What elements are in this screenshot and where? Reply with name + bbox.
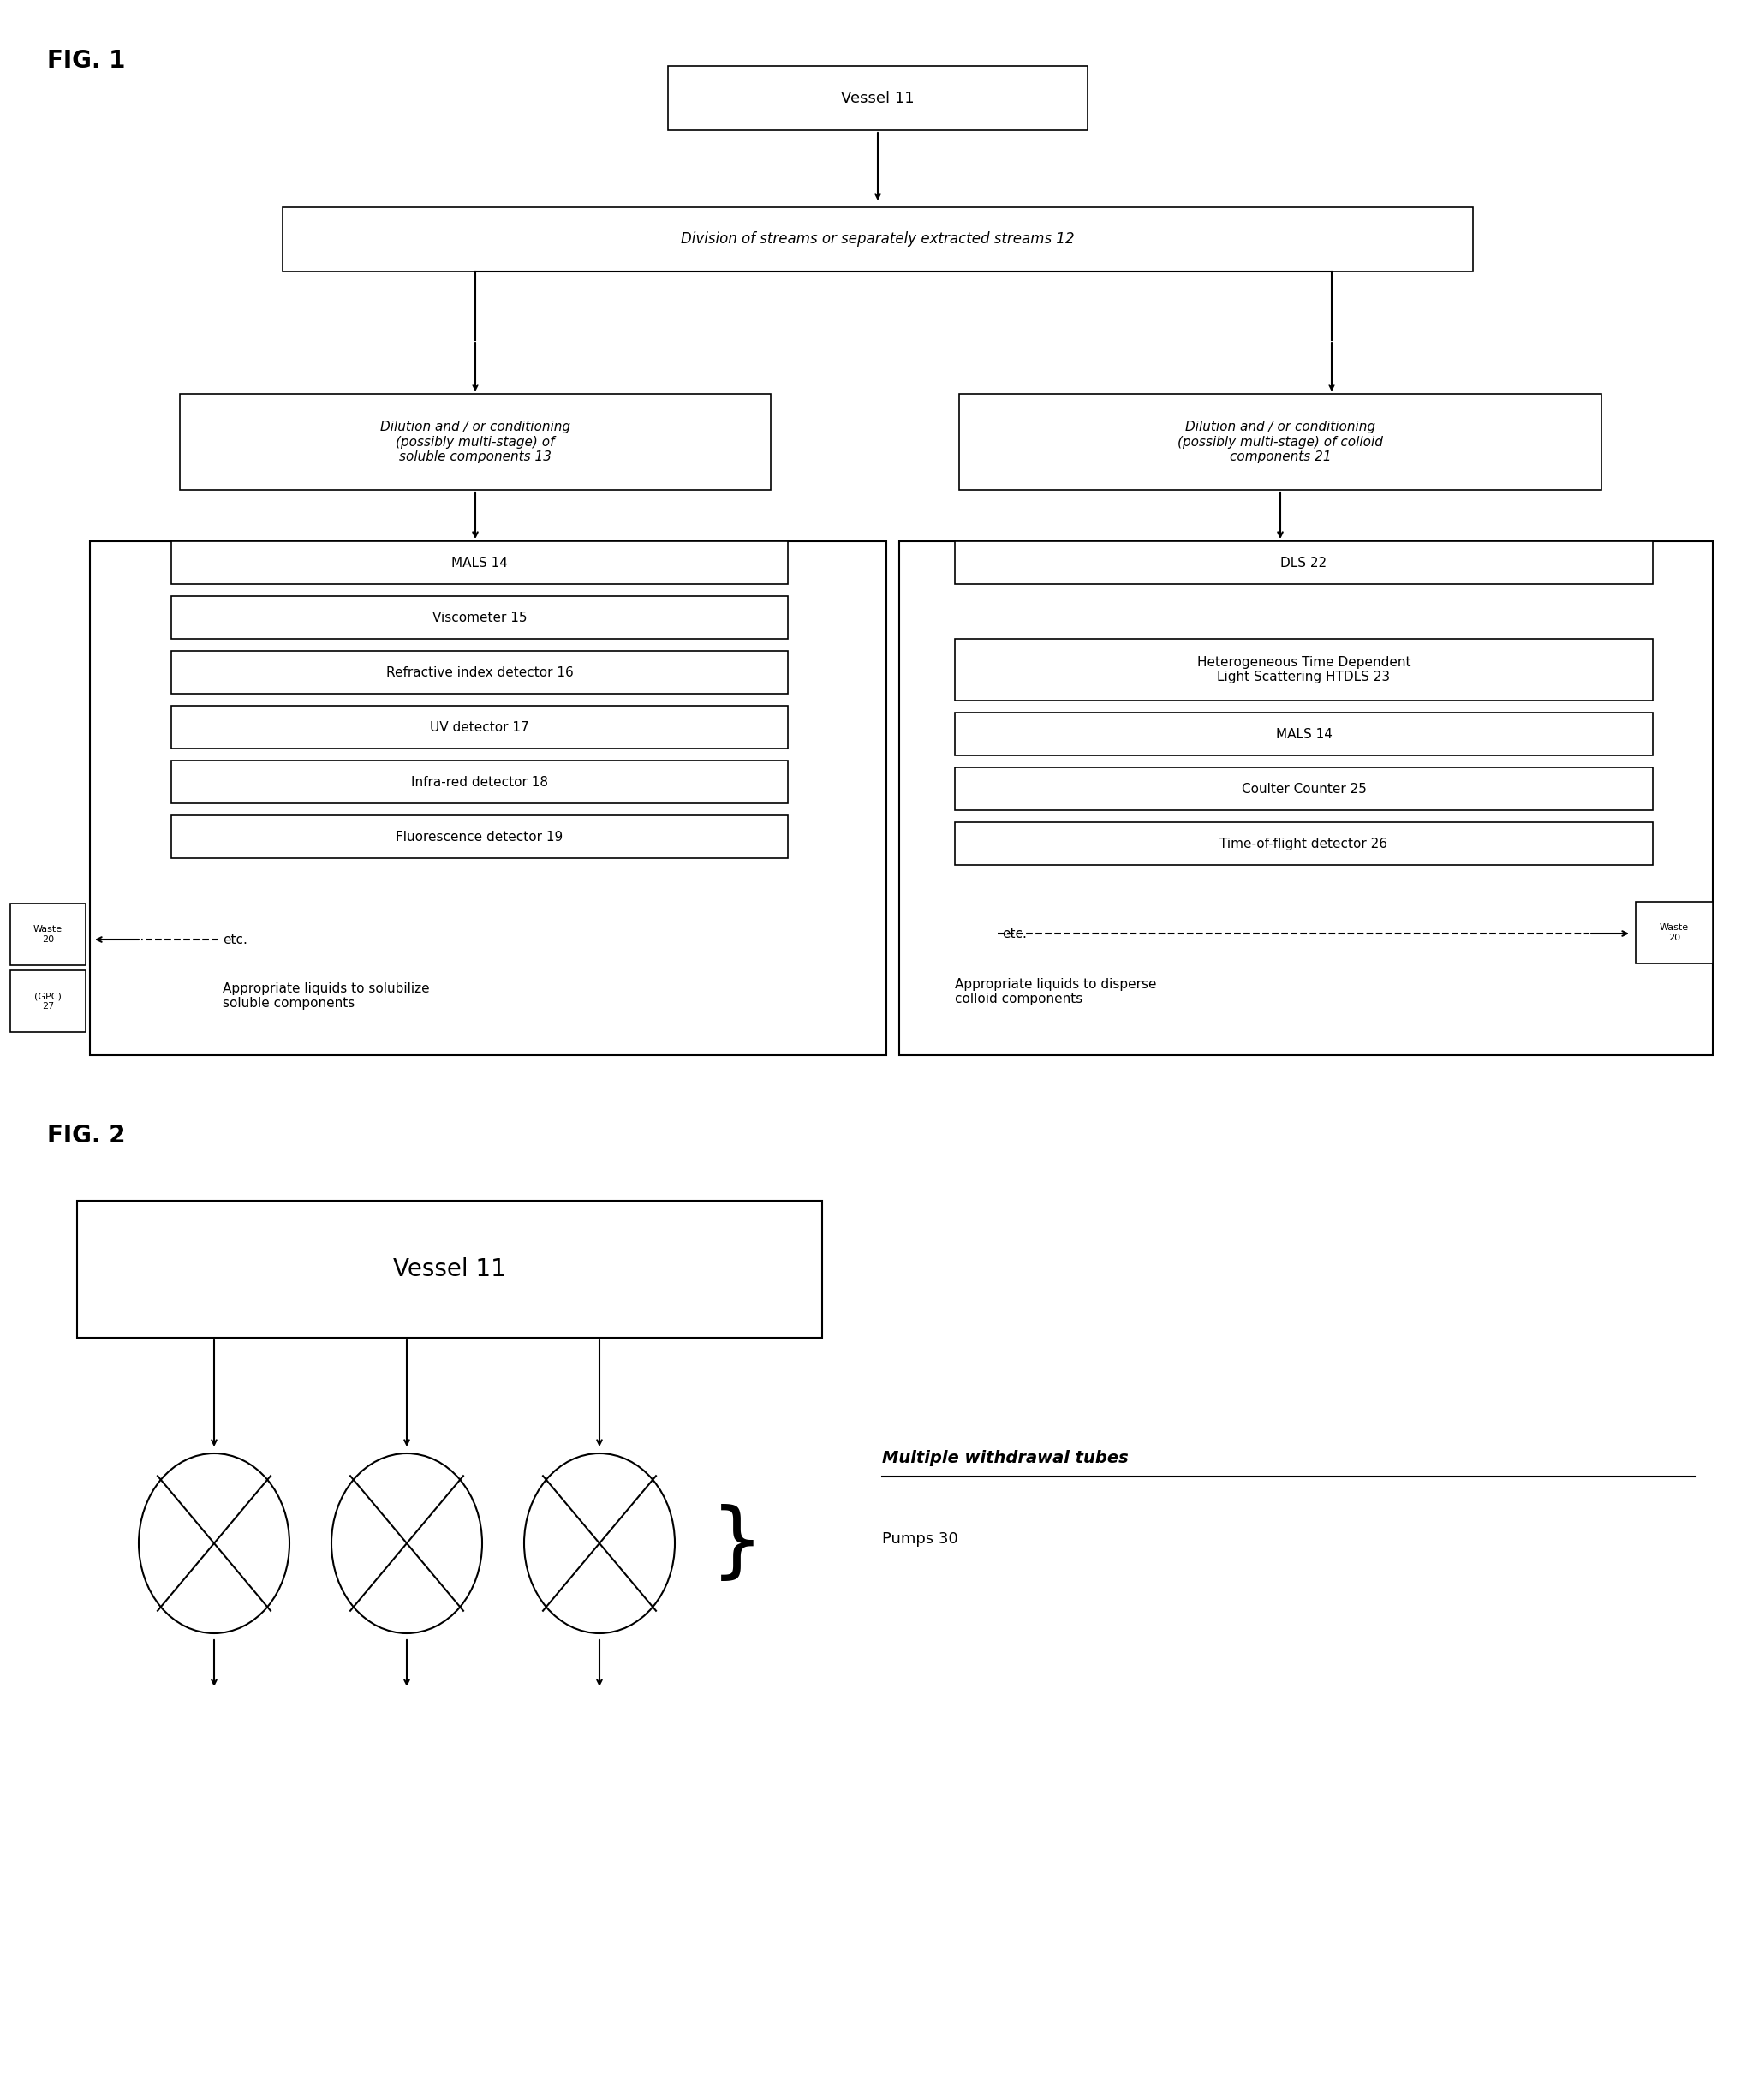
FancyBboxPatch shape — [171, 651, 788, 693]
Text: FIG. 2: FIG. 2 — [47, 1124, 125, 1147]
Ellipse shape — [524, 1453, 675, 1634]
Text: Fluorescence detector 19: Fluorescence detector 19 — [396, 830, 563, 844]
Text: DLS 22: DLS 22 — [1281, 557, 1326, 569]
Text: Infra-red detector 18: Infra-red detector 18 — [412, 775, 549, 788]
FancyBboxPatch shape — [171, 542, 788, 584]
Text: }: } — [711, 1504, 763, 1583]
FancyBboxPatch shape — [179, 395, 770, 489]
FancyBboxPatch shape — [90, 542, 887, 1054]
FancyBboxPatch shape — [77, 1201, 821, 1338]
FancyBboxPatch shape — [171, 815, 788, 859]
FancyBboxPatch shape — [959, 395, 1601, 489]
Text: Appropriate liquids to solubilize
soluble components: Appropriate liquids to solubilize solubl… — [223, 983, 429, 1010]
Text: Heterogeneous Time Dependent
Light Scattering HTDLS 23: Heterogeneous Time Dependent Light Scatt… — [1198, 655, 1411, 685]
Text: Waste
20: Waste 20 — [33, 926, 63, 943]
Text: Waste
20: Waste 20 — [1659, 924, 1689, 943]
Text: etc.: etc. — [1003, 926, 1027, 941]
Ellipse shape — [331, 1453, 482, 1634]
Text: Pumps 30: Pumps 30 — [881, 1531, 959, 1548]
FancyBboxPatch shape — [899, 542, 1713, 1054]
Text: Viscometer 15: Viscometer 15 — [433, 611, 528, 624]
FancyBboxPatch shape — [171, 596, 788, 638]
Text: Refractive index detector 16: Refractive index detector 16 — [385, 666, 573, 678]
FancyBboxPatch shape — [171, 706, 788, 748]
Text: Division of streams or separately extracted streams 12: Division of streams or separately extrac… — [681, 231, 1075, 248]
Text: Dilution and / or conditioning
(possibly multi-stage) of
soluble components 13: Dilution and / or conditioning (possibly… — [380, 420, 570, 464]
Text: FIG. 1: FIG. 1 — [47, 48, 125, 74]
FancyBboxPatch shape — [955, 712, 1653, 756]
Text: MALS 14: MALS 14 — [452, 557, 508, 569]
FancyBboxPatch shape — [955, 766, 1653, 811]
Ellipse shape — [139, 1453, 290, 1634]
FancyBboxPatch shape — [283, 208, 1472, 271]
FancyBboxPatch shape — [955, 638, 1653, 701]
Text: Time-of-flight detector 26: Time-of-flight detector 26 — [1221, 838, 1388, 851]
FancyBboxPatch shape — [11, 903, 86, 966]
FancyBboxPatch shape — [955, 823, 1653, 865]
Text: Coulter Counter 25: Coulter Counter 25 — [1242, 783, 1367, 796]
FancyBboxPatch shape — [171, 760, 788, 804]
Text: Appropriate liquids to disperse
colloid components: Appropriate liquids to disperse colloid … — [955, 979, 1156, 1006]
Text: Vessel 11: Vessel 11 — [394, 1258, 507, 1281]
Text: UV detector 17: UV detector 17 — [429, 720, 529, 733]
FancyBboxPatch shape — [11, 970, 86, 1031]
Text: MALS 14: MALS 14 — [1275, 727, 1332, 741]
Text: (GPC)
27: (GPC) 27 — [35, 991, 62, 1010]
Text: Dilution and / or conditioning
(possibly multi-stage) of colloid
components 21: Dilution and / or conditioning (possibly… — [1177, 420, 1383, 464]
FancyBboxPatch shape — [1636, 901, 1713, 964]
FancyBboxPatch shape — [668, 65, 1087, 130]
Text: Vessel 11: Vessel 11 — [841, 90, 915, 105]
Text: Multiple withdrawal tubes: Multiple withdrawal tubes — [881, 1449, 1129, 1466]
Text: etc.: etc. — [223, 932, 248, 945]
FancyBboxPatch shape — [955, 542, 1653, 584]
